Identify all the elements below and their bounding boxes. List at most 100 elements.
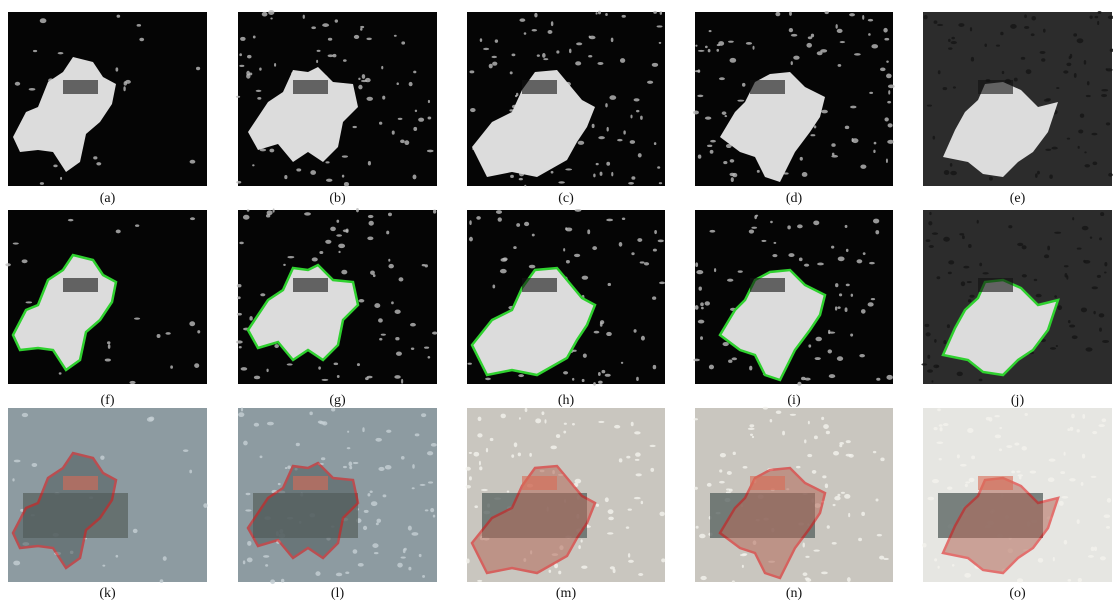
speckle (336, 234, 342, 237)
speckle (367, 493, 370, 496)
speckle (170, 365, 173, 368)
panel-label: (n) (786, 586, 803, 601)
speckle (1095, 16, 1099, 19)
speckle (398, 118, 403, 120)
speckle (707, 483, 712, 487)
speckle (1097, 275, 1101, 278)
speckle (1074, 73, 1077, 78)
speckle (596, 163, 599, 165)
speckle (1026, 69, 1032, 74)
speckle (738, 270, 743, 272)
speckle (623, 130, 625, 134)
speckle (727, 279, 733, 282)
speckle (413, 71, 416, 74)
speckle (791, 34, 797, 37)
speckle (376, 522, 379, 525)
speckle (696, 526, 699, 529)
speckle (582, 379, 585, 382)
speckle (581, 539, 583, 542)
speckle (694, 487, 698, 490)
speckle (964, 573, 971, 578)
speckle (563, 431, 566, 434)
speckle (979, 263, 982, 267)
speckle (1036, 294, 1042, 298)
speckle (565, 227, 567, 230)
panel-label: (l) (331, 586, 345, 601)
speckle (388, 264, 394, 268)
panel-label: (f) (101, 393, 115, 408)
speckle (861, 309, 866, 314)
speckle (575, 209, 582, 212)
speckle (944, 170, 950, 175)
speckle (605, 497, 609, 502)
speckle (699, 534, 706, 538)
speckle (807, 454, 812, 457)
speckle (1099, 327, 1102, 331)
speckle (883, 28, 887, 33)
speckle (939, 458, 942, 460)
speckle (189, 321, 195, 326)
boat-cabin (750, 476, 785, 490)
speckle (821, 110, 828, 114)
speckle (932, 232, 938, 235)
speckle (650, 468, 654, 472)
speckle (575, 61, 581, 65)
speckle (593, 173, 595, 177)
speckle (137, 24, 141, 27)
speckle (848, 513, 850, 517)
speckle (749, 424, 754, 427)
speckle (1091, 476, 1097, 478)
speckle (422, 264, 426, 266)
boat-cabin (63, 80, 98, 94)
panel-label: (d) (786, 191, 803, 206)
boat-cabin (750, 80, 785, 94)
speckle (287, 363, 293, 365)
speckle (1049, 175, 1053, 179)
speckle (635, 452, 641, 456)
speckle (776, 410, 782, 414)
speckle (994, 415, 1000, 417)
speckle (381, 334, 386, 336)
speckle (428, 100, 430, 103)
speckle (474, 505, 478, 508)
speckle (117, 15, 121, 18)
speckle (558, 571, 561, 575)
speckle (541, 411, 544, 415)
speckle (1087, 81, 1090, 85)
speckle (341, 270, 347, 275)
speckle (933, 136, 936, 140)
speckle (510, 175, 514, 178)
speckle (347, 447, 351, 449)
speckle (934, 427, 938, 430)
speckle (362, 427, 364, 432)
speckle (576, 42, 582, 45)
speckle (834, 496, 840, 500)
speckle (967, 428, 973, 433)
speckle (476, 216, 481, 220)
speckle (967, 281, 972, 283)
speckle (366, 38, 371, 41)
speckle (845, 307, 848, 312)
speckle (924, 15, 928, 19)
speckle (360, 26, 364, 28)
speckle (296, 168, 301, 171)
speckle (270, 579, 275, 584)
speckle (596, 504, 599, 507)
speckle (237, 296, 241, 299)
speckle (1086, 95, 1091, 97)
speckle (134, 318, 140, 320)
speckle (605, 374, 611, 377)
speckle (1046, 98, 1051, 101)
speckle (875, 230, 879, 234)
speckle (358, 299, 364, 302)
speckle (869, 92, 873, 94)
speckle (628, 553, 630, 558)
speckle (337, 375, 340, 378)
speckle (869, 262, 875, 264)
speckle (133, 529, 138, 533)
speckle (636, 377, 639, 381)
speckle (927, 497, 934, 501)
speckle (274, 63, 276, 67)
speckle (510, 71, 513, 74)
speckle (621, 362, 623, 364)
